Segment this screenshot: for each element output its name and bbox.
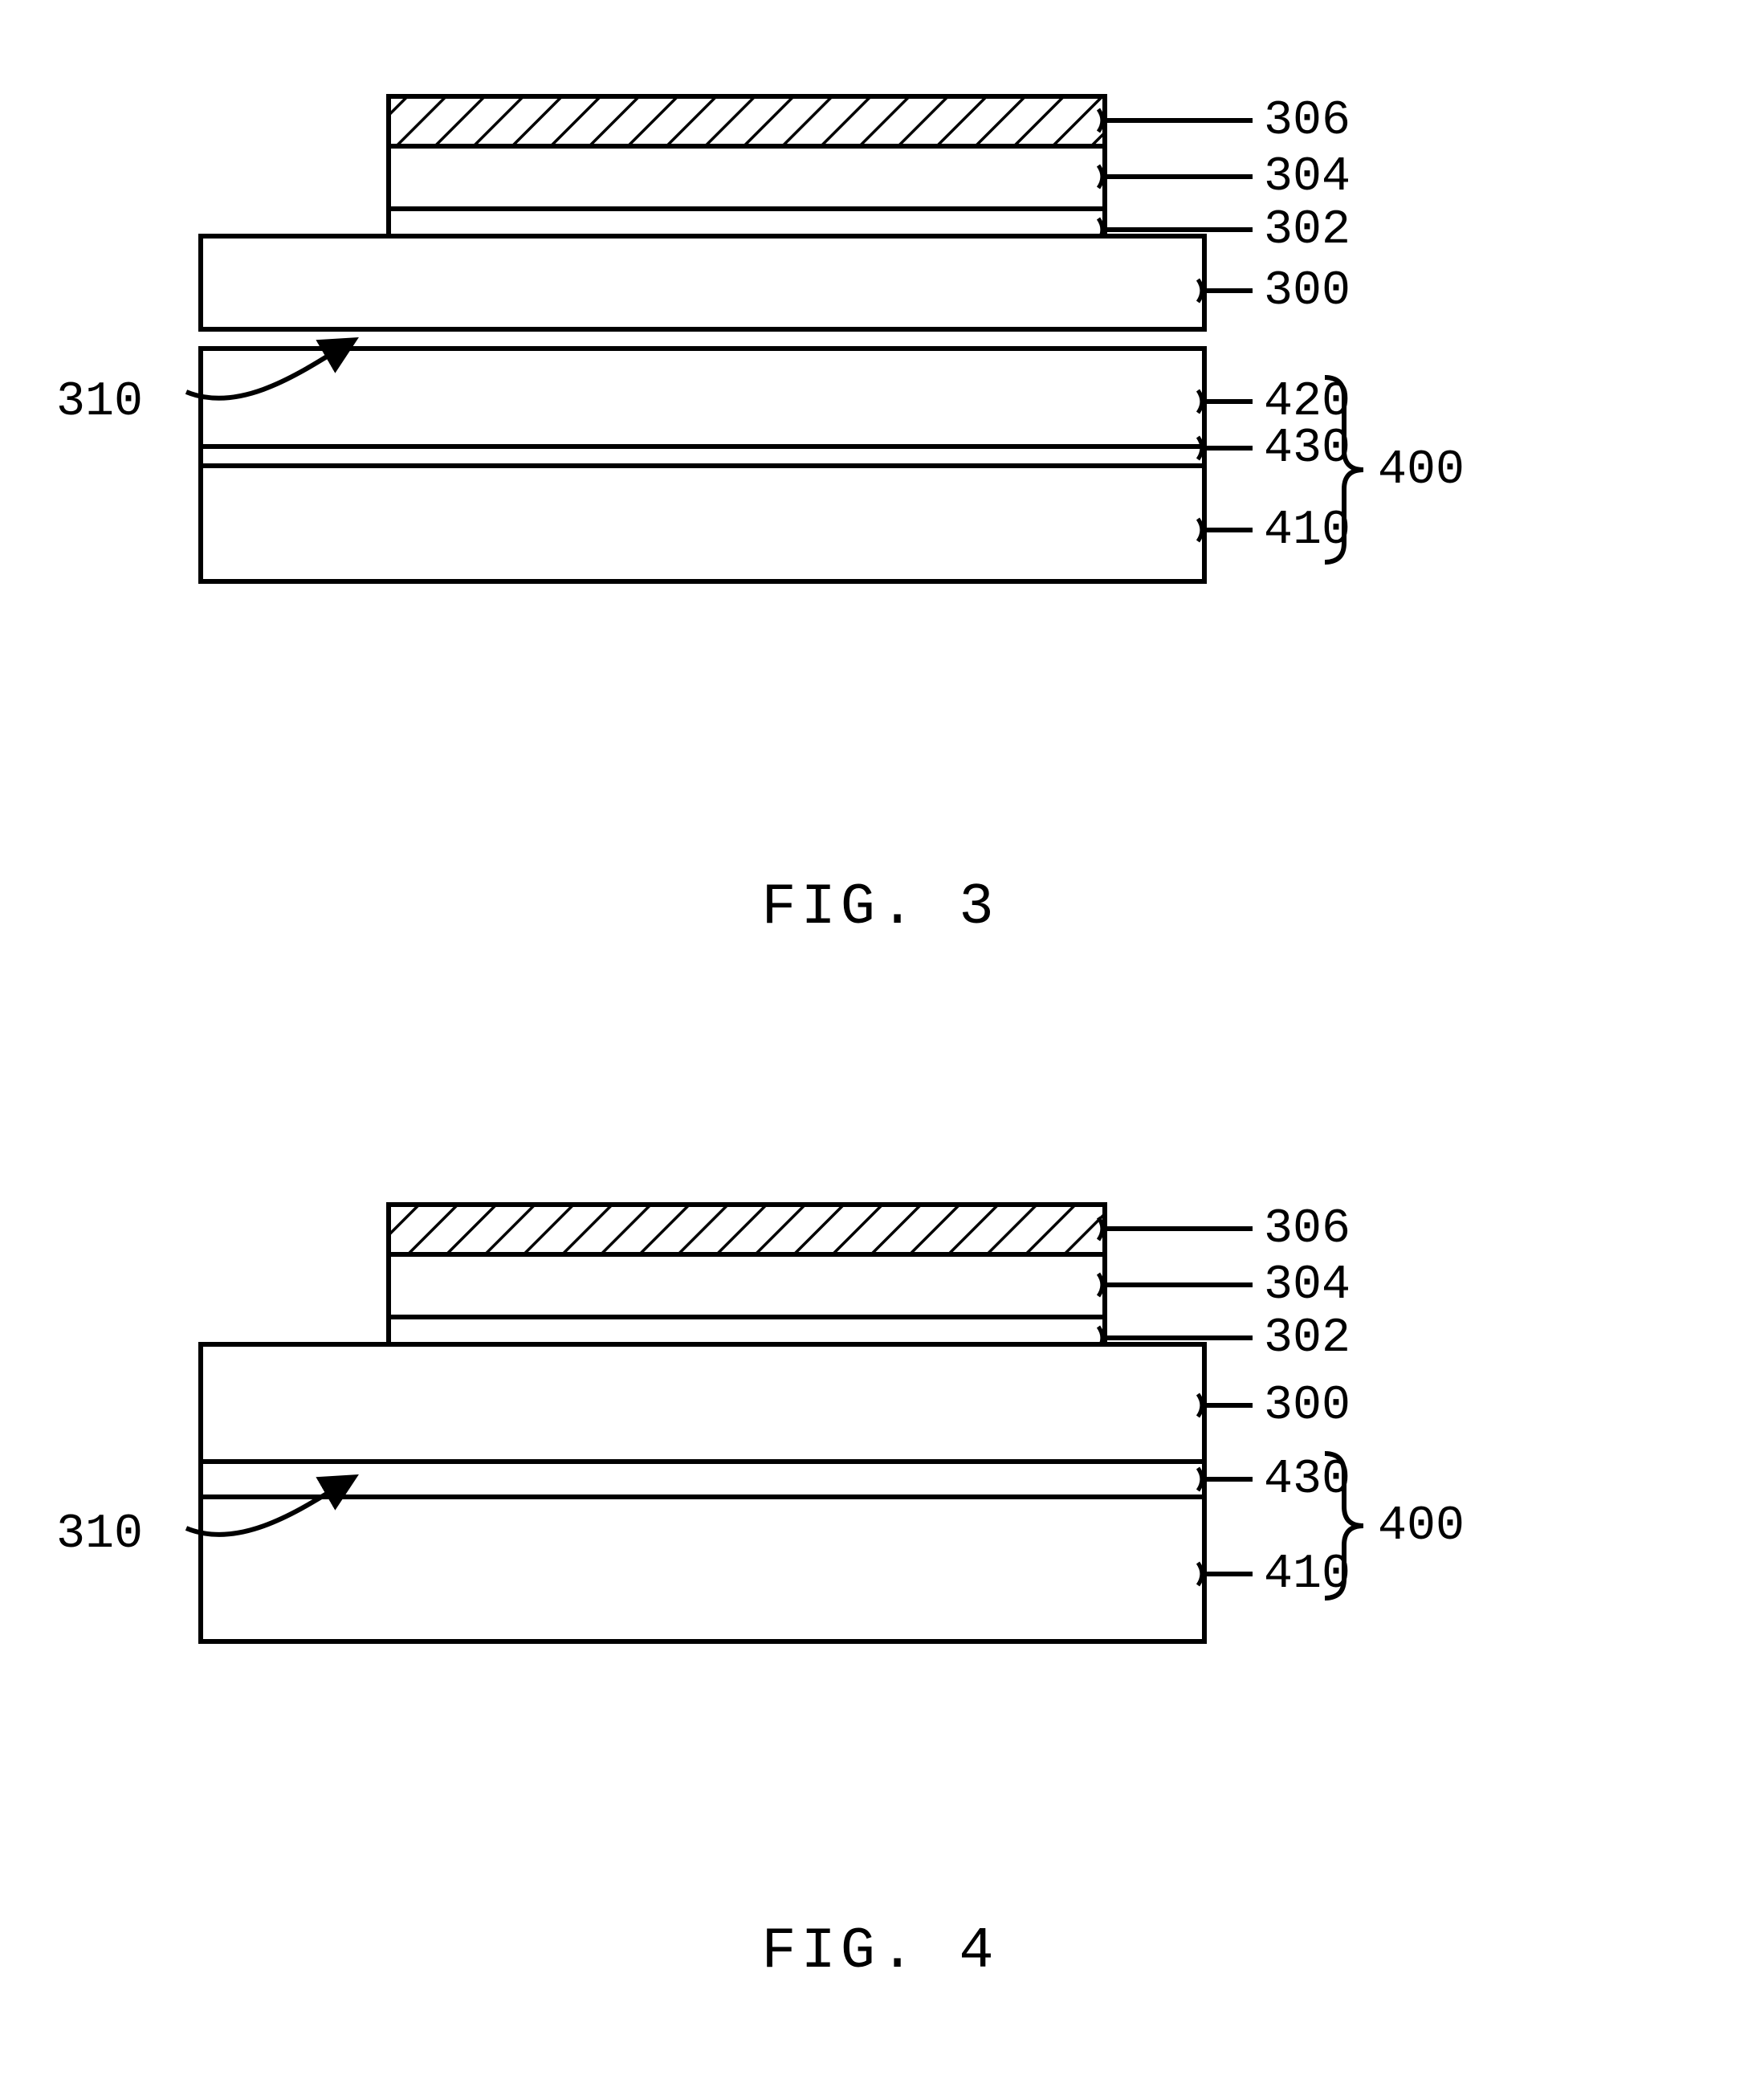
patent-figures-svg: 306304302300420430410400310FIG. 33063043… — [0, 0, 1760, 2100]
fig3-layer-302 — [389, 209, 1105, 236]
label-text: 310 — [56, 1507, 143, 1562]
fig3-layer-304 — [389, 146, 1105, 209]
label-text: 400 — [1378, 443, 1465, 498]
label-text: 306 — [1264, 94, 1351, 149]
label-text: 410 — [1264, 504, 1351, 558]
label-text: 302 — [1264, 203, 1351, 258]
fig4-layer-304 — [389, 1254, 1105, 1317]
label-text: 430 — [1264, 1453, 1351, 1507]
fig4-layer-306 — [389, 1205, 1105, 1254]
label-text: 302 — [1264, 1311, 1351, 1366]
label-text: 304 — [1264, 150, 1351, 205]
label-text: 430 — [1264, 422, 1351, 476]
fig3-caption: FIG. 3 — [761, 875, 998, 940]
fig4-layer-302 — [389, 1317, 1105, 1344]
fig3-layer-306 — [389, 96, 1105, 146]
label-text: 304 — [1264, 1258, 1351, 1313]
fig4-caption: FIG. 4 — [761, 1919, 998, 1984]
fig4-block-merged — [201, 1344, 1204, 1641]
label-text: 400 — [1378, 1499, 1465, 1554]
label-text: 306 — [1264, 1202, 1351, 1257]
label-text: 300 — [1264, 1379, 1351, 1433]
label-text: 300 — [1264, 264, 1351, 319]
fig3-layer-300 — [201, 236, 1204, 329]
label-text: 310 — [56, 375, 143, 430]
